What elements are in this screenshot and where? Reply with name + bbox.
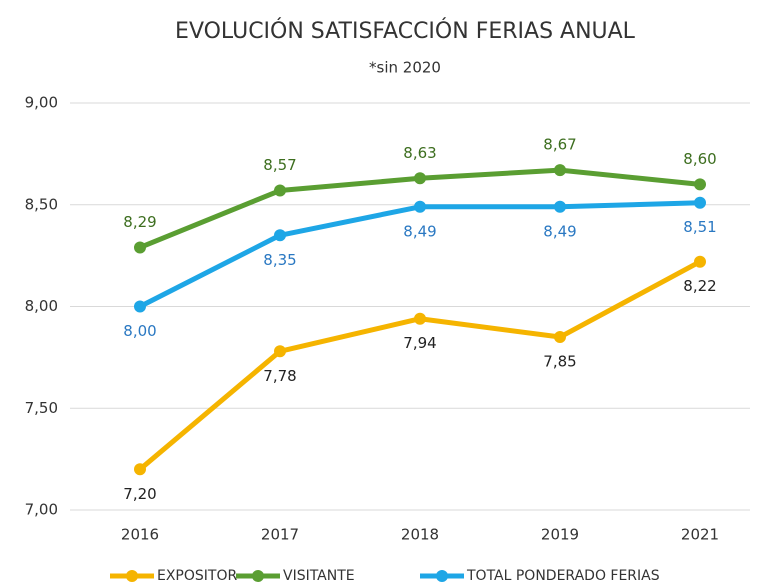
series-point	[134, 241, 146, 254]
series-point	[414, 312, 426, 325]
data-label: 8,49	[403, 222, 436, 240]
y-tick-label: 8,00	[25, 297, 58, 315]
data-label: 7,20	[123, 485, 156, 503]
x-tick-label: 2018	[401, 526, 439, 544]
y-tick-label: 7,00	[25, 501, 58, 519]
data-label: 8,35	[263, 251, 296, 269]
series-point	[694, 255, 706, 268]
series-point	[274, 345, 286, 358]
data-label: 8,22	[683, 277, 716, 295]
x-tick-label: 2021	[681, 526, 719, 544]
series-point	[134, 463, 146, 476]
series-point	[274, 229, 286, 242]
series-point	[554, 164, 566, 177]
series-point	[694, 178, 706, 191]
legend-label: TOTAL PONDERADO FERIAS	[466, 568, 660, 584]
series-line	[138, 259, 702, 472]
y-tick-label: 7,50	[25, 399, 58, 417]
legend-marker	[126, 570, 138, 582]
data-label: 7,94	[403, 334, 436, 352]
legend-marker	[252, 570, 264, 582]
legend-label: VISITANTE	[283, 568, 355, 584]
data-label: 8,57	[263, 156, 296, 174]
y-tick-label: 9,00	[25, 94, 58, 112]
series-point	[694, 196, 706, 209]
data-label: 8,29	[123, 213, 156, 231]
series-point	[134, 300, 146, 313]
series-point	[554, 200, 566, 213]
series-point	[414, 200, 426, 213]
legend-label: EXPOSITOR	[157, 568, 237, 584]
data-label: 8,63	[403, 144, 436, 162]
data-label: 8,51	[683, 218, 716, 236]
series-line	[138, 200, 701, 309]
data-label: 8,00	[123, 322, 156, 340]
chart-title: EVOLUCIÓN SATISFACCIÓN FERIAS ANUAL	[175, 18, 636, 44]
series-point	[414, 172, 426, 185]
series-point	[274, 184, 286, 197]
y-tick-label: 8,50	[25, 195, 58, 213]
series-point	[554, 331, 566, 344]
data-label: 7,85	[543, 353, 576, 371]
data-label: 7,78	[263, 367, 296, 385]
x-tick-label: 2016	[121, 526, 159, 544]
x-tick-label: 2019	[541, 526, 579, 544]
chart-subtitle: *sin 2020	[369, 59, 441, 77]
data-label: 8,67	[543, 136, 576, 154]
data-label: 8,60	[683, 150, 716, 168]
x-tick-label: 2017	[261, 526, 299, 544]
data-label: 8,49	[543, 222, 576, 240]
legend-marker	[436, 570, 448, 582]
